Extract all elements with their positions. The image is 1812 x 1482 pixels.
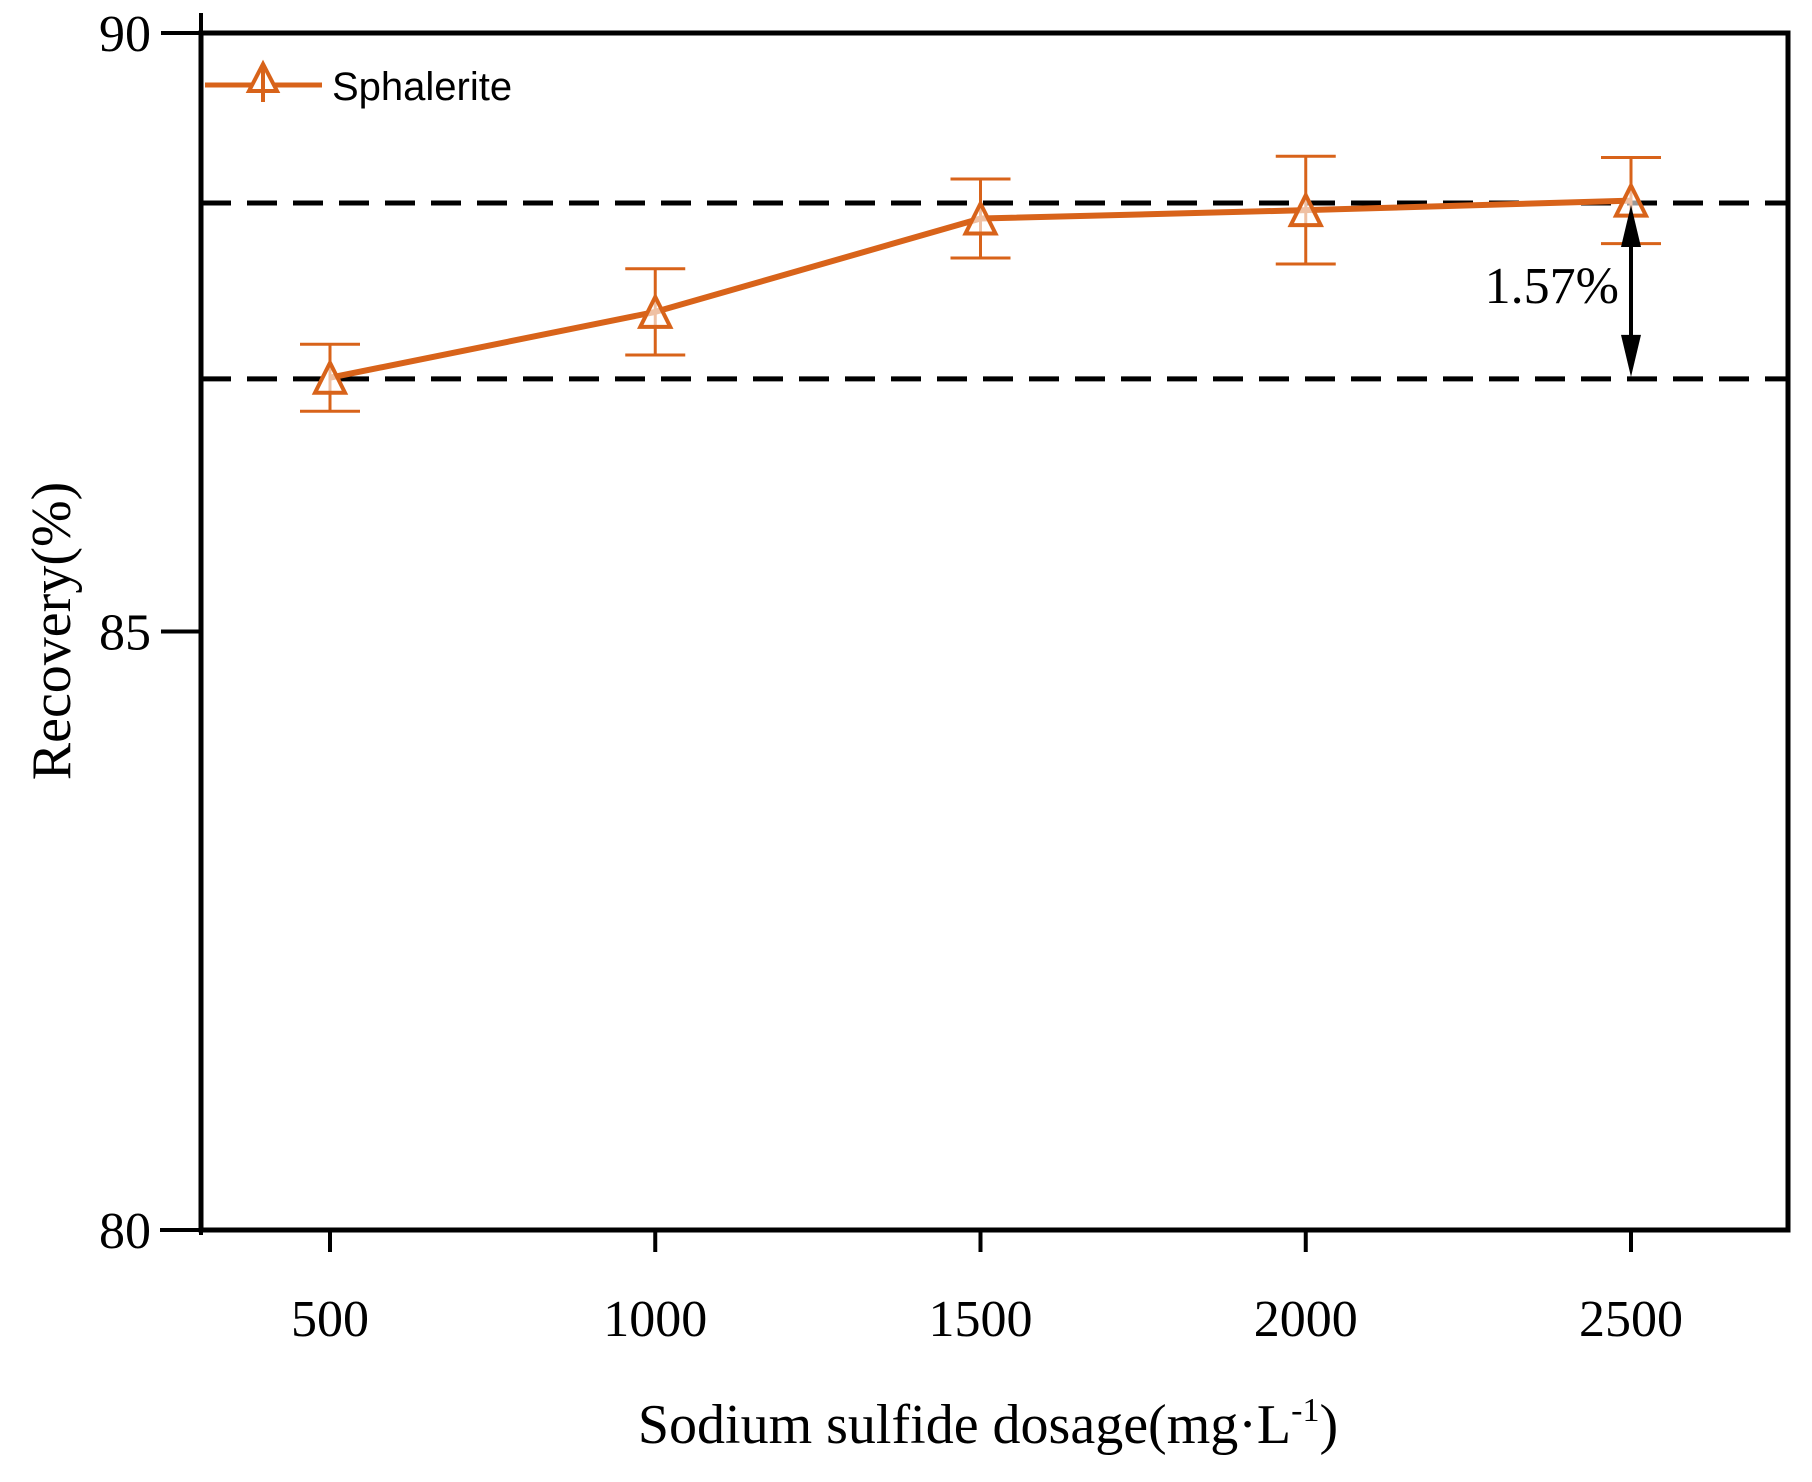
annotation-label: 1.57% <box>1485 258 1619 315</box>
x-axis-title: Sodium sulfide dosage(mg·L-1) <box>638 1392 1338 1456</box>
legend-label: Sphalerite <box>332 65 512 109</box>
annotation-arrowhead-down <box>1621 334 1641 377</box>
data-point-marker <box>962 199 999 236</box>
data-point-marker <box>311 358 349 395</box>
y-tick-label: 80 <box>99 1203 151 1260</box>
plot-frame <box>198 30 1791 1233</box>
y-tick-label: 85 <box>99 605 151 662</box>
y-tick-label: 90 <box>99 6 151 63</box>
series-sphalerite <box>300 154 1661 413</box>
difference-annotation: 1.57% <box>1485 204 1641 377</box>
data-point-marker <box>1287 190 1324 228</box>
x-tick-label: 1500 <box>929 1291 1033 1348</box>
reference-lines <box>201 200 1788 382</box>
data-point-marker <box>637 292 674 329</box>
x-tick-label: 2500 <box>1579 1291 1683 1348</box>
y-axis-ticks: 80 85 90 <box>99 6 203 1260</box>
y-axis-title: Recovery(%) <box>21 482 83 781</box>
x-tick-label: 500 <box>291 1291 369 1348</box>
x-axis-ticks: 500 1000 1500 2000 2500 <box>160 1228 1683 1348</box>
x-tick-label: 2000 <box>1254 1291 1358 1348</box>
annotation-arrowhead-up <box>1621 204 1641 247</box>
x-tick-label: 1000 <box>603 1291 707 1348</box>
legend: Sphalerite <box>205 59 512 109</box>
